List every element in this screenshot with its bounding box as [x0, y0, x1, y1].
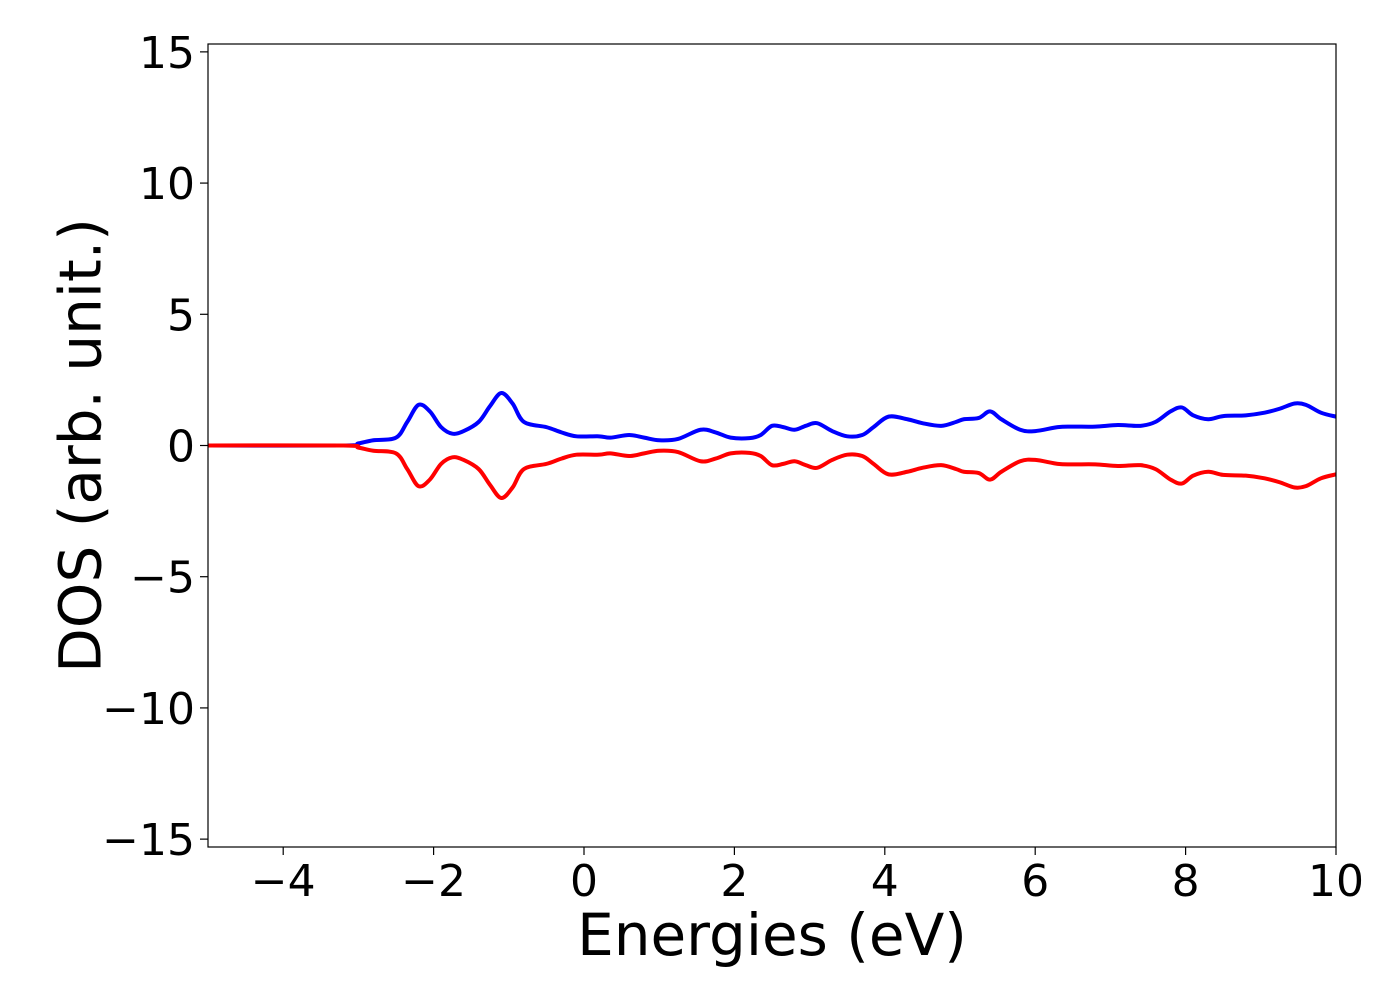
x-tick-label: −4 [251, 856, 316, 907]
y-tick-label: −15 [102, 815, 195, 866]
plot-frame [207, 43, 1337, 848]
x-axis-ticks: −4 −2 0 2 4 6 8 10 [251, 847, 1364, 907]
series-layer [207, 391, 1337, 500]
y-tick-label: −10 [102, 684, 195, 735]
y-tick-label: 0 [167, 422, 195, 473]
y-tick-label: 5 [167, 290, 195, 341]
y-axis-label: DOS (arb. unit.) [46, 218, 114, 673]
x-tick-label: 2 [720, 856, 748, 907]
y-tick-label: −5 [130, 553, 195, 604]
x-tick-label: 8 [1172, 856, 1200, 907]
y-axis-ticks: 15 10 5 0 −5 −10 −15 [102, 28, 208, 866]
y-tick-label: 15 [139, 28, 195, 79]
x-tick-label: 6 [1021, 856, 1049, 907]
series-line-blue [207, 391, 1337, 448]
x-tick-label: 10 [1308, 856, 1364, 907]
y-tick-label: 10 [139, 159, 195, 210]
x-axis-label: Energies (eV) [577, 901, 967, 969]
series-line-red [207, 443, 1337, 500]
x-tick-label: 4 [871, 856, 899, 907]
x-tick-label: 0 [570, 856, 598, 907]
x-tick-label: −2 [401, 856, 466, 907]
